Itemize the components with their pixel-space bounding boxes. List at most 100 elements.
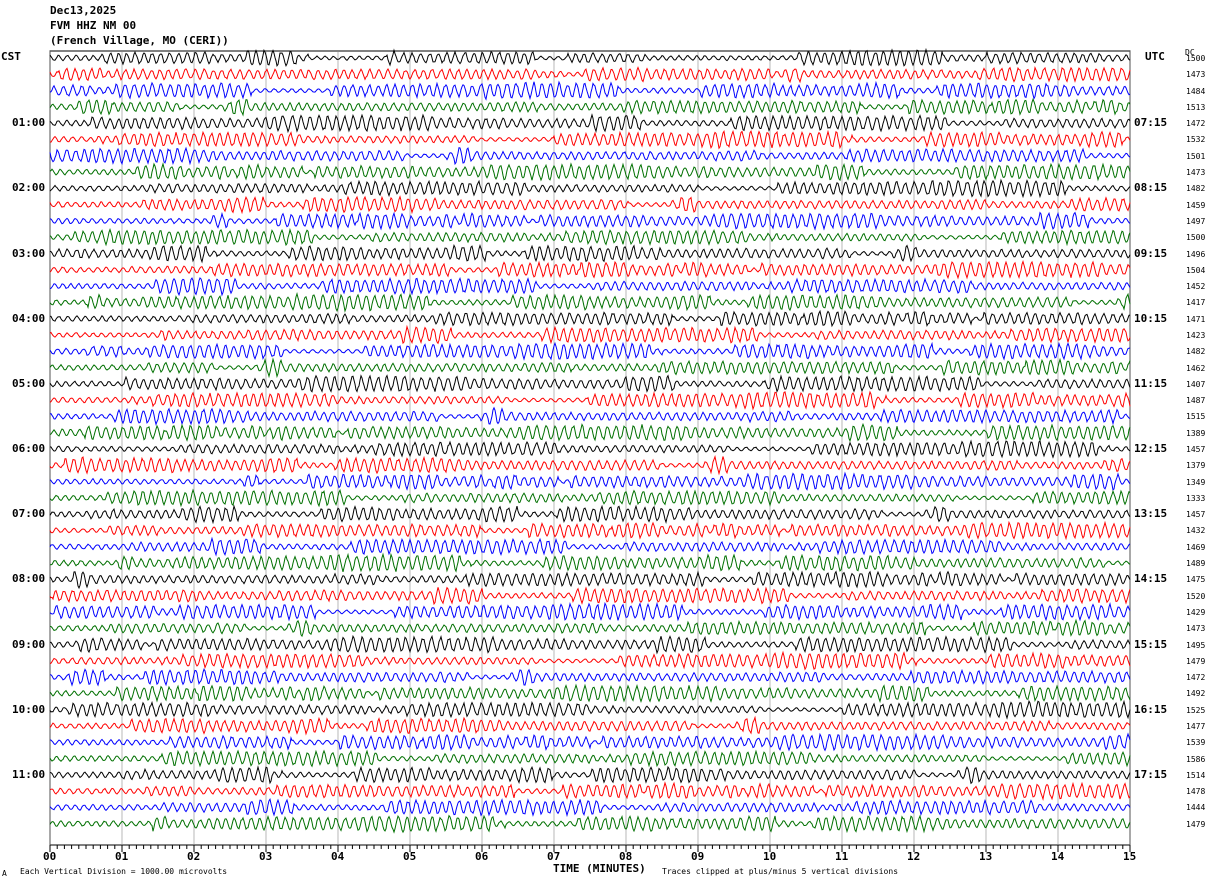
dc-value: 1586: [1186, 754, 1206, 764]
corner-mark: A: [2, 869, 7, 878]
dc-value: 1423: [1186, 330, 1206, 340]
x-tick-label: 08: [619, 850, 633, 863]
trace-33: [49, 586, 1131, 606]
trace-27: [49, 488, 1131, 508]
x-tick-label: 03: [259, 850, 273, 863]
dc-value: 1417: [1186, 298, 1206, 308]
clip-note: Traces clipped at plus/minus 5 vertical …: [662, 867, 899, 876]
utc-label: UTC: [1145, 50, 1165, 63]
trace-29: [49, 520, 1131, 541]
trace-28: [49, 504, 1131, 525]
dc-value: 1477: [1186, 721, 1206, 731]
x-tick-label: 07: [547, 850, 561, 863]
trace-14: [49, 276, 1131, 297]
dc-value: 1452: [1186, 282, 1206, 292]
dc-value: 1429: [1186, 607, 1206, 617]
utc-hour-label: 10:15: [1134, 311, 1168, 325]
dc-value: 1484: [1186, 86, 1206, 96]
trace-43: [49, 749, 1131, 768]
trace-9: [49, 195, 1131, 215]
x-tick-label: 11: [835, 850, 849, 863]
trace-26: [49, 471, 1131, 491]
dc-value: 1478: [1186, 787, 1206, 797]
cst-hour-label: 04:00: [12, 311, 46, 325]
dc-value: 1473: [1186, 70, 1206, 80]
x-tick-label: 05: [403, 850, 417, 863]
utc-hour-label: 14:15: [1134, 572, 1168, 586]
dc-value: 1432: [1186, 526, 1206, 536]
utc-hour-label: 11:15: [1134, 376, 1168, 390]
cst-hour-label: 02:00: [12, 181, 46, 195]
trace-10: [49, 211, 1131, 231]
trace-16: [49, 309, 1131, 328]
dc-value: 1501: [1186, 151, 1206, 161]
x-tick-label: 10: [763, 850, 777, 863]
trace-31: [50, 552, 1131, 573]
x-tick-label: 02: [187, 850, 201, 863]
x-tick-label: 15: [1123, 850, 1137, 863]
dc-value: 1504: [1186, 265, 1206, 275]
cst-hour-label: 06:00: [12, 442, 46, 455]
dc-value: 1479: [1186, 656, 1206, 666]
trace-3: [49, 98, 1131, 117]
trace-45: [49, 781, 1131, 801]
cst-hour-label: 01:00: [12, 116, 46, 130]
dc-value: 1462: [1186, 363, 1206, 373]
dc-value: 1500: [1186, 233, 1206, 243]
dc-value: 1532: [1186, 135, 1206, 145]
header-date: Dec13,2025: [50, 4, 117, 17]
cst-label: CST: [1, 50, 21, 63]
dc-value: 1472: [1186, 673, 1206, 683]
x-tick-label: 12: [907, 850, 921, 863]
trace-30: [49, 536, 1131, 557]
trace-22: [49, 406, 1131, 426]
trace-7: [49, 162, 1131, 182]
cst-hour-label: 03:00: [12, 246, 46, 260]
dc-value: 1459: [1186, 200, 1206, 210]
dc-value: 1513: [1186, 102, 1206, 112]
cst-hour-label: 09:00: [12, 637, 46, 651]
trace-13: [49, 259, 1131, 280]
trace-32: [49, 570, 1131, 590]
trace-1: [49, 66, 1131, 84]
utc-hour-label: 17:15: [1134, 767, 1168, 781]
cst-hour-label: 05:00: [12, 376, 46, 390]
trace-23: [49, 422, 1131, 443]
dc-value: 1482: [1186, 184, 1206, 194]
dc-value: 1475: [1186, 575, 1206, 585]
trace-37: [49, 650, 1131, 671]
x-tick-label: 04: [331, 850, 345, 863]
trace-18: [49, 341, 1131, 361]
trace-0: [49, 47, 1131, 68]
trace-44: [49, 765, 1131, 785]
dc-value: 1489: [1186, 559, 1206, 569]
trace-19: [49, 357, 1131, 379]
dc-value: 1497: [1186, 216, 1206, 226]
dc-value: 1514: [1186, 770, 1206, 780]
dc-value: 1444: [1186, 803, 1206, 813]
dc-value: 1457: [1186, 510, 1206, 520]
dc-value: 1500: [1186, 54, 1206, 63]
utc-hour-label: 16:15: [1134, 702, 1168, 716]
trace-35: [49, 618, 1131, 638]
trace-24: [49, 439, 1131, 459]
dc-value: 1515: [1186, 412, 1206, 422]
scale-note: Each Vertical Division = 1000.00 microvo…: [20, 867, 228, 876]
trace-47: [49, 814, 1131, 834]
dc-value: 1407: [1186, 379, 1206, 389]
dc-value: 1389: [1186, 428, 1206, 438]
dc-value: 1496: [1186, 249, 1206, 259]
x-tick-label: 13: [979, 850, 993, 863]
cst-hour-label: 10:00: [12, 702, 46, 716]
dc-value: 1539: [1186, 738, 1206, 748]
trace-41: [49, 715, 1131, 736]
x-tick-label: 00: [43, 850, 57, 863]
x-tick-label: 01: [115, 850, 129, 863]
trace-6: [49, 146, 1131, 166]
dc-value: 1473: [1186, 624, 1206, 634]
cst-hour-label: 11:00: [12, 767, 46, 781]
dc-value: 1379: [1186, 461, 1206, 471]
x-tick-label: 14: [1051, 850, 1065, 863]
dc-value: 1482: [1186, 347, 1206, 357]
trace-38: [49, 668, 1131, 687]
